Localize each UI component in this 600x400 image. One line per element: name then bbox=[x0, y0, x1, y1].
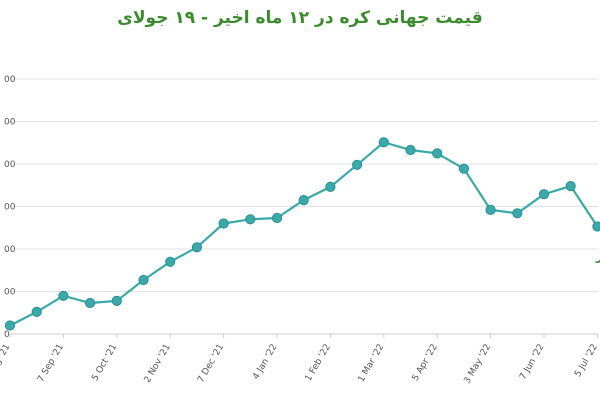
y-tick-label: 00 bbox=[4, 75, 16, 85]
data-point bbox=[592, 221, 600, 232]
x-tick-label: 4 Jan '22 bbox=[251, 343, 279, 382]
y-tick-label: 00 bbox=[4, 203, 16, 213]
data-point bbox=[565, 181, 576, 192]
x-tick-label: 5 Oct '21 bbox=[90, 343, 119, 383]
y-tick-label: 00 bbox=[4, 118, 16, 128]
data-point bbox=[31, 306, 42, 317]
chart-title: قیمت جهانی کره در ۱۲ ماه اخیر - ۱۹ جولای bbox=[117, 8, 483, 28]
x-tick-label: 1 Feb '22 bbox=[304, 343, 333, 384]
y-tick-label: 00 bbox=[4, 160, 16, 170]
x-tick-label: 7 Jun '22 bbox=[518, 343, 546, 382]
data-point bbox=[245, 214, 256, 225]
x-tick-label: 7 Dec '21 bbox=[196, 343, 226, 385]
data-point bbox=[325, 181, 336, 192]
x-tick-label: 1 Mar '22 bbox=[357, 343, 387, 385]
data-point bbox=[352, 159, 363, 170]
y-tick-label: 00 bbox=[4, 288, 16, 298]
data-point bbox=[191, 242, 202, 253]
data-point bbox=[271, 212, 283, 224]
x-tick-label: 3 May '22 bbox=[463, 342, 494, 385]
y-tick-label: 00 bbox=[4, 245, 16, 255]
data-point bbox=[405, 144, 416, 156]
x-tick-label: 5 Jul '22 bbox=[573, 343, 600, 379]
x-tick-label: Aug '21 bbox=[0, 343, 13, 378]
last-value-annotation: 5,530 دلار bbox=[595, 249, 600, 264]
data-point bbox=[111, 295, 122, 306]
x-tick-label: 7 Sep '21 bbox=[36, 343, 66, 385]
series-line bbox=[9, 141, 599, 327]
x-tick-label: 5 Apr '22 bbox=[411, 343, 440, 383]
data-point bbox=[218, 218, 229, 229]
x-tick-label: 2 Nov '21 bbox=[143, 343, 173, 385]
data-point bbox=[458, 163, 469, 174]
data-point bbox=[58, 290, 69, 301]
data-point bbox=[512, 208, 523, 219]
data-point bbox=[538, 189, 550, 200]
data-point bbox=[4, 320, 16, 331]
data-point bbox=[298, 195, 309, 206]
data-point bbox=[378, 137, 389, 148]
data-point bbox=[485, 204, 496, 215]
data-point bbox=[85, 297, 96, 309]
y-tick-label: 0 bbox=[4, 330, 10, 340]
data-point bbox=[432, 148, 443, 159]
data-point bbox=[138, 274, 149, 286]
data-point bbox=[165, 256, 176, 267]
